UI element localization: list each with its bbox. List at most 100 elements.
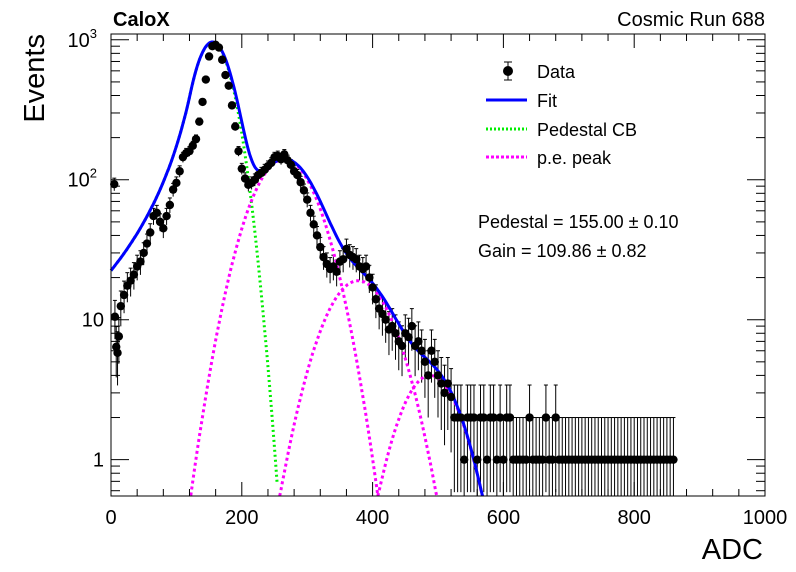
data-point [332, 267, 341, 276]
pedestal-annotation: Pedestal = 155.00 ± 0.10 [478, 212, 679, 232]
data-markers [110, 40, 678, 464]
data-point [440, 388, 449, 398]
data-point [482, 455, 492, 464]
experiment-label: CaloX [113, 9, 170, 31]
legend-label-data: Data [537, 62, 576, 82]
data-point [188, 141, 197, 150]
data-point [217, 55, 227, 64]
data-point [152, 208, 161, 218]
data-point [420, 357, 430, 367]
data-point [159, 224, 168, 233]
data-point [525, 413, 534, 422]
data-point [303, 195, 312, 204]
data-point [538, 455, 547, 464]
x-axis-title: ADC [702, 534, 763, 566]
data-point [119, 290, 129, 300]
data-point [309, 220, 318, 229]
x-tick-label: 800 [618, 507, 651, 529]
data-point [227, 101, 237, 110]
data-point [381, 315, 390, 324]
data-point [548, 455, 557, 464]
data-point [437, 379, 446, 388]
legend-entry-pedestal: Pedestal CB [486, 120, 637, 140]
data-point [201, 75, 211, 84]
data-point [191, 134, 201, 144]
legend-entry-pe-peak: p.e. peak [486, 148, 612, 168]
x-tick-label: 1000 [743, 507, 788, 529]
x-tick-label: 0 [105, 507, 116, 529]
data-point [316, 242, 325, 252]
data-point [231, 122, 240, 131]
data-point [492, 455, 502, 464]
data-point [427, 346, 436, 355]
pe-peak-curve-3 [376, 373, 484, 497]
run-label: Cosmic Run 688 [617, 9, 765, 31]
data-point [168, 185, 178, 194]
data-point [155, 217, 165, 227]
data-point [136, 257, 145, 266]
legend-label-pedestal: Pedestal CB [537, 120, 637, 140]
data-point [221, 70, 230, 80]
data-point [459, 455, 469, 464]
x-tick-label: 200 [225, 507, 258, 529]
data-point [352, 255, 361, 264]
legend-entry-fit: Fit [486, 91, 557, 111]
data-point [371, 295, 381, 304]
pe-peak-curve-2 [278, 279, 439, 497]
data-point [296, 178, 305, 187]
data-point [669, 455, 678, 464]
data-point [234, 146, 243, 156]
data-point [430, 357, 439, 367]
data-point [175, 167, 184, 176]
data-point [361, 262, 371, 271]
data-point [456, 413, 466, 422]
data-point [338, 255, 348, 264]
data-point [473, 455, 482, 464]
data-point [165, 200, 175, 210]
data-point [368, 283, 377, 292]
y-axis-title: Events [19, 34, 51, 123]
data-point [417, 346, 426, 355]
data-point [129, 270, 139, 279]
data-point [110, 312, 120, 321]
data-point [146, 228, 155, 237]
data-point [499, 455, 508, 464]
data-point [479, 413, 488, 422]
legend-label-pe-peak: p.e. peak [537, 148, 612, 168]
legend: Data Fit Pedestal CB p.e. peak [486, 61, 637, 168]
data-point [240, 174, 250, 183]
data-point [423, 371, 433, 380]
data-point [495, 413, 505, 422]
legend-label-fit: Fit [537, 91, 557, 111]
y-tick-label: 1 [93, 450, 104, 472]
data-point [195, 117, 204, 126]
data-point [469, 413, 479, 422]
data-point [114, 332, 124, 341]
y-tick-label: 10 [82, 310, 104, 332]
data-point [116, 301, 126, 311]
data-point [433, 371, 443, 380]
data-point [139, 248, 148, 258]
data-point [404, 332, 413, 342]
data-point [446, 392, 456, 402]
data-point [237, 164, 246, 173]
data-point [142, 239, 152, 248]
data-point [286, 160, 296, 169]
data-point [293, 170, 302, 180]
data-point [397, 341, 407, 351]
data-point [522, 455, 531, 464]
data-point [505, 413, 515, 422]
data-point [113, 348, 122, 358]
x-tick-label: 600 [487, 507, 520, 529]
data-point [312, 231, 322, 240]
x-tick-label: 400 [356, 507, 389, 529]
data-point [443, 379, 453, 388]
data-point [365, 273, 374, 282]
gain-annotation: Gain = 109.86 ± 0.82 [478, 241, 647, 261]
data-point [224, 81, 233, 90]
plot-frame [110, 33, 766, 497]
legend-entry-data: Data [503, 61, 576, 82]
data-point [214, 43, 224, 52]
data-point [299, 186, 309, 195]
